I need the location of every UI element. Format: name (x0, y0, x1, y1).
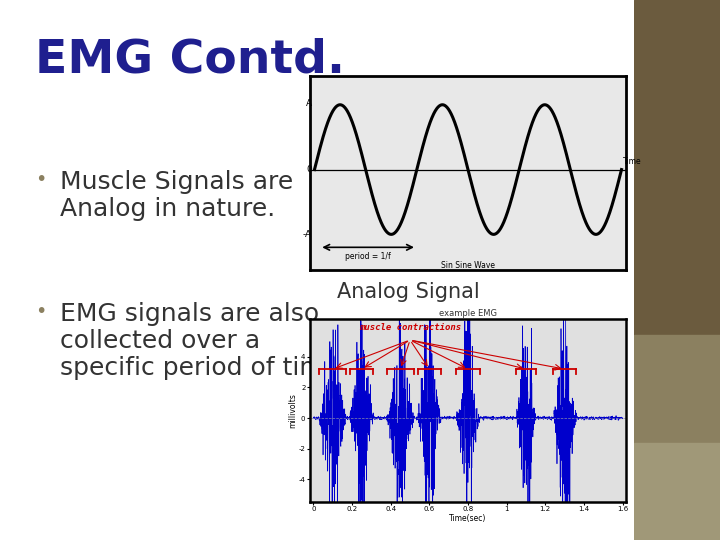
Bar (634, 443, 720, 540)
X-axis label: Time(sec): Time(sec) (449, 514, 487, 523)
Text: muscle contractions: muscle contractions (359, 323, 461, 332)
Text: 0: 0 (306, 165, 312, 174)
Text: A: A (306, 99, 312, 108)
Text: Analog in nature.: Analog in nature. (60, 197, 276, 221)
Text: -A: -A (303, 230, 312, 239)
Bar (634, 335, 720, 443)
Text: Time: Time (623, 157, 642, 166)
Text: Analog Signal: Analog Signal (337, 282, 480, 302)
Bar (634, 0, 720, 335)
Text: •: • (35, 302, 46, 321)
Text: EMG signals are also: EMG signals are also (60, 302, 319, 326)
Text: specific period of time.: specific period of time. (60, 356, 347, 380)
Text: •: • (35, 170, 46, 189)
Text: EMG Contd.: EMG Contd. (35, 38, 345, 83)
Title: example EMG: example EMG (439, 309, 497, 318)
Text: collected over a: collected over a (60, 329, 261, 353)
Y-axis label: millivolts: millivolts (288, 393, 297, 428)
Text: Sin Sine Wave: Sin Sine Wave (441, 261, 495, 270)
Text: Muscle Signals are: Muscle Signals are (60, 170, 294, 194)
Text: period = 1/f: period = 1/f (345, 252, 391, 261)
